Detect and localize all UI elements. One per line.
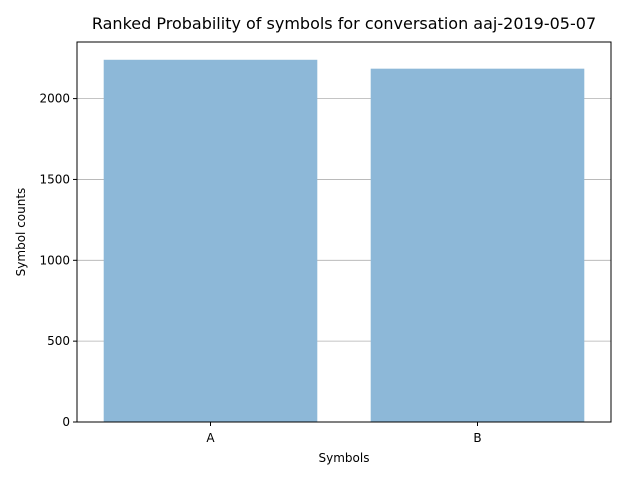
x-axis-label: Symbols: [319, 451, 370, 465]
y-tick-label: 1000: [39, 253, 70, 267]
y-tick-label: 0: [62, 415, 70, 429]
bar-a: [103, 59, 318, 423]
plot-frame: [76, 41, 612, 423]
x-tick-label: A: [206, 431, 215, 445]
bar-layer: [103, 59, 585, 423]
y-tick-label: 1500: [39, 172, 70, 186]
chart-title: Ranked Probability of symbols for conver…: [92, 14, 596, 33]
y-axis-label: Symbol counts: [14, 188, 28, 277]
y-tick-label: 500: [47, 334, 70, 348]
y-tick-label: 2000: [39, 92, 70, 106]
x-tick-label: B: [473, 431, 481, 445]
bar-b: [370, 68, 585, 423]
y-axis-ticks: 0 500 1000 1500 2000: [39, 92, 77, 429]
